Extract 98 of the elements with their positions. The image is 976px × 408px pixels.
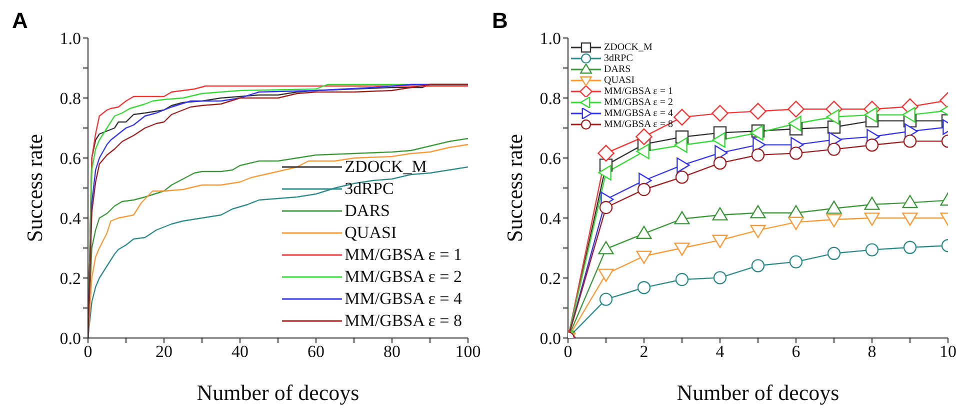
legend-label: QUASI	[344, 222, 397, 244]
legend-label: MM/GBSA ε = 2	[344, 266, 462, 288]
x-tick-label: 40	[232, 342, 248, 362]
point	[788, 116, 802, 132]
y-tick-label: 1.0	[540, 29, 561, 48]
point	[864, 196, 880, 210]
x-tick-label: 80	[384, 342, 400, 362]
x-tick-label: 20	[156, 342, 172, 362]
point	[598, 144, 614, 162]
x-tick-label: 0	[564, 342, 572, 362]
point	[674, 211, 690, 224]
point	[674, 108, 690, 126]
point	[675, 170, 689, 184]
legend-label: DARS	[604, 64, 631, 75]
point	[788, 100, 804, 118]
x-tick-label: 2	[640, 342, 648, 362]
point	[598, 241, 614, 254]
point	[902, 212, 918, 226]
point	[637, 182, 651, 196]
point	[826, 109, 840, 125]
y-tick-label: 0.6	[540, 149, 561, 168]
legend-label: MM/GBSA ε = 4	[344, 288, 462, 310]
legend-label: DARS	[344, 200, 390, 222]
legend-label: 3dRPC	[344, 178, 394, 200]
y-tick-label: 0.6	[60, 149, 81, 168]
y-tick-label: 0.2	[60, 269, 81, 288]
legend-label: 3dRPC	[604, 53, 633, 64]
x-tick-label: 0	[84, 342, 92, 362]
chart-title: A	[12, 8, 28, 34]
chart-title: B	[492, 8, 508, 34]
point	[636, 128, 652, 146]
y-axis-title: Success rate	[22, 134, 47, 242]
x-tick-label: 6	[792, 342, 800, 362]
y-tick-label: 1.0	[60, 29, 81, 48]
point	[712, 207, 728, 220]
x-tick-label: 8	[868, 342, 876, 362]
y-tick-label: 0.8	[60, 89, 81, 108]
point	[750, 102, 766, 120]
point	[599, 200, 613, 214]
point	[714, 145, 728, 161]
point	[789, 146, 803, 160]
point	[827, 142, 841, 156]
point	[826, 200, 842, 214]
legend-label: MM/GBSA ε = 8	[344, 310, 462, 332]
point	[636, 250, 652, 264]
legend-label: QUASI	[604, 75, 635, 86]
x-tick-label: 4	[716, 342, 725, 362]
point	[751, 259, 765, 272]
y-tick-label: 0.4	[60, 209, 82, 228]
x-tick-label: 60	[308, 342, 324, 362]
x-axis-title: Number of decoys	[676, 380, 840, 405]
x-tick-label: 10	[940, 342, 956, 362]
legend-label: MM/GBSA ε = 1	[344, 244, 462, 266]
x-tick-label: 100	[455, 342, 481, 362]
point	[750, 125, 764, 141]
point	[902, 194, 918, 208]
x-axis-title: Number of decoys	[196, 380, 360, 405]
point	[598, 164, 612, 180]
point	[674, 137, 688, 153]
point	[676, 157, 690, 173]
legend-label: ZDOCK_M	[344, 156, 427, 178]
point	[713, 271, 727, 284]
point	[599, 292, 613, 306]
y-axis-title: Success rate	[502, 134, 527, 242]
point	[788, 216, 804, 230]
point	[750, 205, 766, 218]
point	[637, 281, 651, 294]
point	[636, 144, 650, 160]
y-tick-label: 0.4	[540, 209, 562, 228]
point	[864, 212, 880, 226]
y-tick-label: 0.2	[540, 269, 561, 288]
legend-label: MM/GBSA ε = 4	[604, 108, 674, 119]
point	[902, 107, 916, 123]
point	[864, 107, 878, 123]
point	[903, 240, 917, 254]
point	[712, 234, 728, 248]
y-tick-label: 0.0	[60, 329, 81, 348]
point	[827, 246, 841, 260]
point	[675, 272, 689, 286]
point	[712, 104, 728, 122]
point	[636, 226, 652, 239]
point	[752, 137, 766, 153]
point	[598, 268, 614, 282]
point	[865, 243, 879, 256]
point	[712, 132, 726, 148]
point	[826, 214, 842, 228]
y-tick-label: 0.8	[540, 89, 561, 108]
legend-label: ZDOCK_M	[604, 42, 652, 53]
point	[713, 156, 727, 170]
point	[751, 148, 765, 162]
point	[789, 255, 803, 268]
legend-label: MM/GBSA ε = 2	[604, 97, 674, 108]
point	[750, 224, 766, 238]
point	[903, 134, 917, 148]
legend-label: MM/GBSA ε = 1	[604, 86, 674, 97]
point	[674, 242, 690, 256]
y-tick-label: 0.0	[540, 329, 561, 348]
point	[865, 138, 879, 152]
